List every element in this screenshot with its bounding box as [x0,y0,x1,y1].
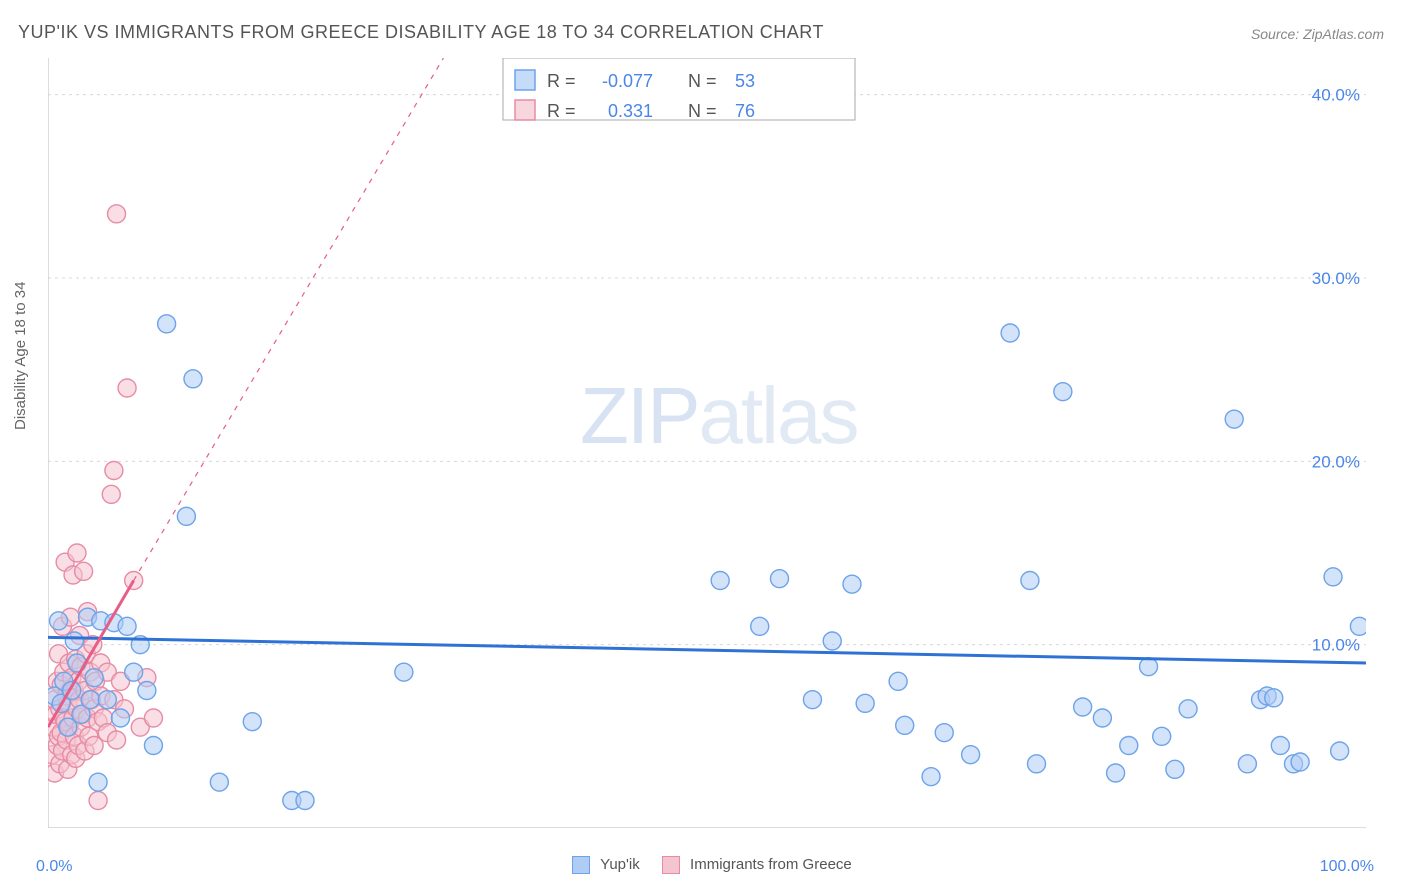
chart-title: YUP'IK VS IMMIGRANTS FROM GREECE DISABIL… [18,22,824,43]
source-attribution: Source: ZipAtlas.com [1251,26,1384,42]
svg-text:10.0%: 10.0% [1312,636,1360,655]
svg-text:R =: R = [547,71,576,91]
y-axis-label: Disability Age 18 to 34 [12,282,29,430]
legend-swatch-greece [662,856,680,874]
svg-text:30.0%: 30.0% [1312,269,1360,288]
legend-label-yupik: Yup'ik [600,856,640,873]
svg-text:R =: R = [547,101,576,121]
svg-text:53: 53 [735,71,755,91]
svg-text:40.0%: 40.0% [1312,86,1360,105]
svg-text:76: 76 [735,101,755,121]
svg-text:20.0%: 20.0% [1312,452,1360,471]
svg-text:0.331: 0.331 [608,101,653,121]
legend-swatch-yupik [572,856,590,874]
svg-text:N =: N = [688,71,717,91]
svg-text:N =: N = [688,101,717,121]
svg-text:-0.077: -0.077 [602,71,653,91]
bottom-legend: Yup'ik Immigrants from Greece [0,856,1406,874]
scatter-plot: 10.0% 20.0% 30.0% 40.0% R = -0.077 N = 53 R = 0.… [48,58,1366,828]
legend-label-greece: Immigrants from Greece [690,856,852,873]
